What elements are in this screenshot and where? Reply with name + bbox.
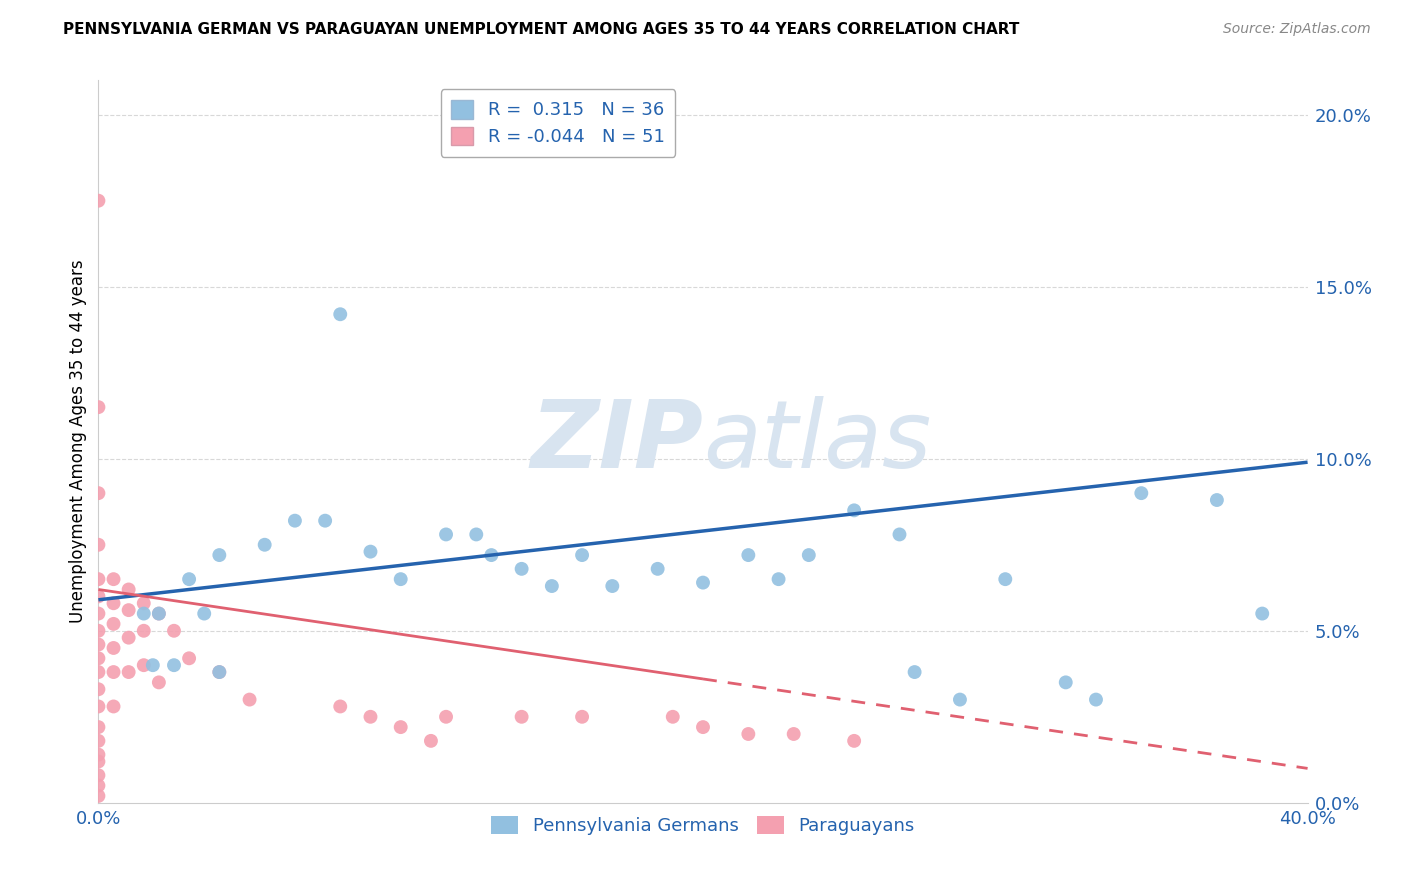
Point xyxy=(949,692,972,706)
Point xyxy=(87,755,110,769)
Point xyxy=(103,572,125,586)
Point xyxy=(284,514,307,528)
Point xyxy=(142,658,165,673)
Point xyxy=(768,572,790,586)
Point xyxy=(1054,675,1077,690)
Point xyxy=(389,572,412,586)
Point xyxy=(647,562,669,576)
Point xyxy=(737,727,759,741)
Point xyxy=(118,665,141,679)
Point xyxy=(103,640,125,655)
Point xyxy=(661,710,683,724)
Point xyxy=(132,607,155,621)
Point xyxy=(118,631,141,645)
Point xyxy=(389,720,412,734)
Point xyxy=(179,651,201,665)
Point xyxy=(87,400,110,414)
Point xyxy=(87,194,110,208)
Point xyxy=(783,727,806,741)
Point xyxy=(87,538,110,552)
Point xyxy=(571,548,593,562)
Point xyxy=(163,624,186,638)
Point xyxy=(87,572,110,586)
Point xyxy=(193,607,215,621)
Point xyxy=(118,603,141,617)
Point xyxy=(360,544,382,558)
Point xyxy=(994,572,1017,586)
Point xyxy=(571,710,593,724)
Point xyxy=(329,307,352,321)
Point xyxy=(692,720,714,734)
Point xyxy=(481,548,503,562)
Point xyxy=(103,596,125,610)
Point xyxy=(1206,493,1229,508)
Point xyxy=(132,624,155,638)
Point xyxy=(602,579,624,593)
Point xyxy=(510,562,533,576)
Point xyxy=(103,665,125,679)
Point xyxy=(329,699,352,714)
Point xyxy=(208,665,231,679)
Point xyxy=(87,699,110,714)
Point xyxy=(87,779,110,793)
Point xyxy=(692,575,714,590)
Legend: Pennsylvania Germans, Paraguayans: Pennsylvania Germans, Paraguayans xyxy=(482,807,924,845)
Text: PENNSYLVANIA GERMAN VS PARAGUAYAN UNEMPLOYMENT AMONG AGES 35 TO 44 YEARS CORRELA: PENNSYLVANIA GERMAN VS PARAGUAYAN UNEMPL… xyxy=(63,22,1019,37)
Point xyxy=(208,548,231,562)
Text: atlas: atlas xyxy=(703,396,931,487)
Point xyxy=(87,590,110,604)
Point xyxy=(87,747,110,762)
Point xyxy=(465,527,488,541)
Point xyxy=(103,699,125,714)
Point xyxy=(797,548,820,562)
Point xyxy=(844,503,866,517)
Point xyxy=(179,572,201,586)
Point xyxy=(118,582,141,597)
Point xyxy=(148,607,170,621)
Point xyxy=(87,720,110,734)
Point xyxy=(737,548,759,562)
Point xyxy=(844,734,866,748)
Point xyxy=(1130,486,1153,500)
Point xyxy=(510,710,533,724)
Point xyxy=(904,665,927,679)
Point xyxy=(148,675,170,690)
Point xyxy=(434,527,457,541)
Point xyxy=(208,665,231,679)
Point xyxy=(253,538,276,552)
Point xyxy=(132,658,155,673)
Point xyxy=(87,768,110,782)
Point xyxy=(314,514,336,528)
Point xyxy=(87,734,110,748)
Point xyxy=(87,789,110,803)
Point xyxy=(1085,692,1108,706)
Y-axis label: Unemployment Among Ages 35 to 44 years: Unemployment Among Ages 35 to 44 years xyxy=(69,260,87,624)
Point xyxy=(87,651,110,665)
Point xyxy=(87,665,110,679)
Point xyxy=(1251,607,1274,621)
Point xyxy=(132,596,155,610)
Point xyxy=(420,734,443,748)
Point xyxy=(148,607,170,621)
Point xyxy=(163,658,186,673)
Text: Source: ZipAtlas.com: Source: ZipAtlas.com xyxy=(1223,22,1371,37)
Point xyxy=(889,527,911,541)
Point xyxy=(360,710,382,724)
Point xyxy=(434,710,457,724)
Point xyxy=(87,607,110,621)
Text: ZIP: ZIP xyxy=(530,395,703,488)
Point xyxy=(87,638,110,652)
Point xyxy=(103,616,125,631)
Point xyxy=(87,486,110,500)
Point xyxy=(239,692,262,706)
Point xyxy=(540,579,562,593)
Point xyxy=(87,682,110,697)
Point xyxy=(87,624,110,638)
